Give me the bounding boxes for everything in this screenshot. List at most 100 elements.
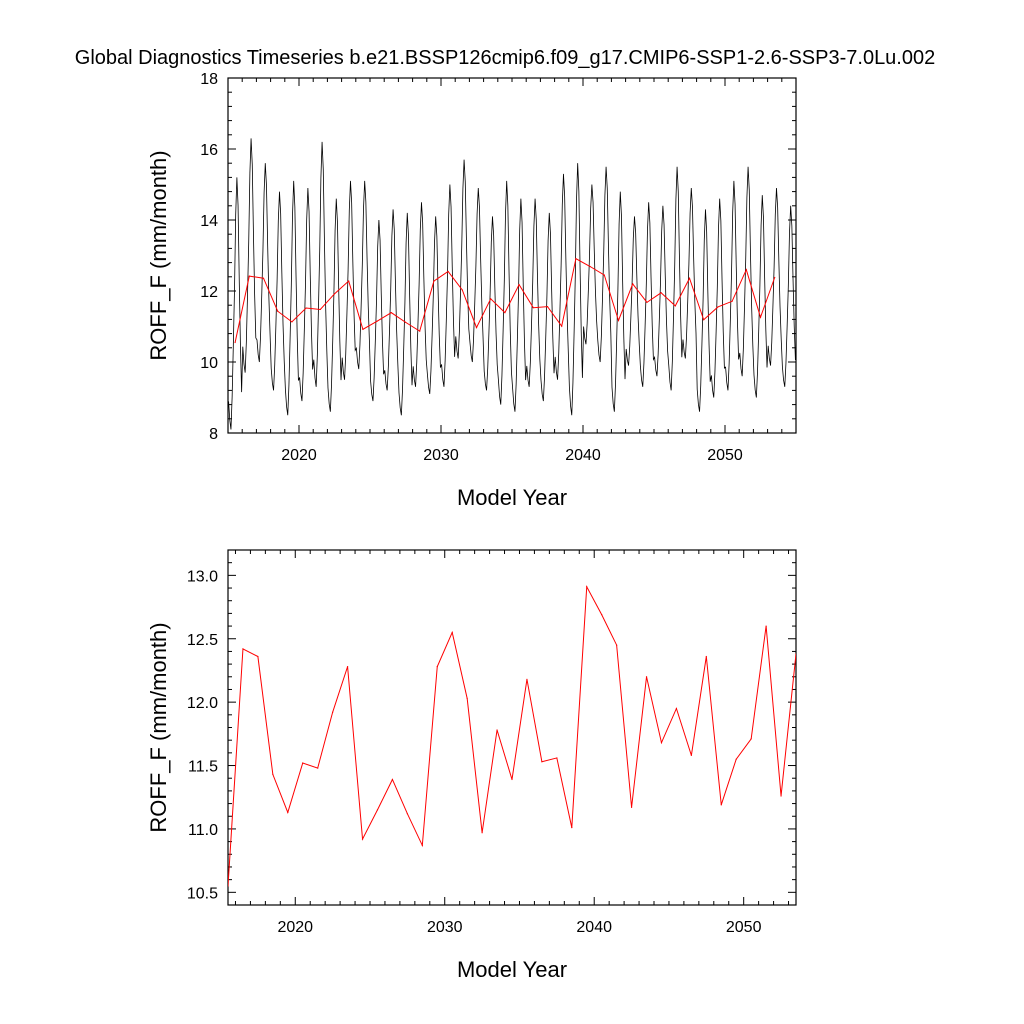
data-point-annual [305, 307, 307, 309]
data-point-annual [750, 738, 752, 740]
timeseries-panel-monthly: 2020 2030 2040 2050 8 10 12 14 16 18 Model Year ROF… [146, 71, 797, 510]
data-point-annual [447, 270, 449, 273]
main-title: Global Diagnostics Timeseries b.e21.BSSP… [75, 47, 935, 69]
data-point-annual [731, 300, 733, 302]
data-point-annual [481, 832, 483, 834]
data-point-annual [242, 648, 244, 650]
data-point-annual [248, 275, 250, 277]
x-axis-title: Model Year [457, 957, 567, 982]
data-point-annual [745, 269, 747, 271]
y-tick-label: 13.0 [187, 568, 218, 585]
data-point-annual [526, 678, 528, 680]
data-point-annual [421, 844, 423, 847]
data-point-annual [361, 838, 364, 840]
data-point-annual [376, 809, 379, 811]
y-tick-label: 10 [200, 355, 218, 372]
data-point-annual [690, 754, 692, 756]
data-point-annual [496, 729, 498, 731]
x-tick-label: 2040 [565, 447, 601, 464]
data-point-annual [406, 813, 408, 815]
data-point-annual [466, 697, 468, 699]
data-point-annual [348, 280, 350, 282]
data-point-annual [332, 711, 334, 713]
data-point-annual [589, 265, 591, 268]
series-line-monthly [228, 138, 796, 430]
data-point-annual [319, 308, 321, 311]
data-point-annual [660, 742, 663, 744]
data-point-annual [546, 306, 549, 308]
data-point-annual [674, 305, 676, 307]
data-point-annual [556, 757, 558, 759]
data-point-annual [391, 778, 394, 781]
data-point-annual [705, 655, 707, 658]
data-point-annual [433, 280, 435, 282]
data-point-annual [376, 320, 378, 322]
data-point-annual [759, 316, 762, 318]
data-point-annual [262, 277, 265, 279]
y-tick-label: 18 [200, 71, 218, 88]
data-point-annual [717, 306, 719, 308]
data-point-annual [688, 277, 691, 279]
data-point-annual [532, 307, 534, 309]
data-point-annual [735, 758, 737, 760]
data-point-annual [490, 298, 492, 300]
data-point-annual [287, 811, 289, 814]
data-point-annual [795, 653, 796, 655]
data-point-annual [257, 655, 259, 658]
data-point-annual [461, 289, 463, 291]
data-point-annual [511, 778, 513, 781]
series-group [228, 584, 796, 887]
data-point-annual [291, 321, 293, 323]
data-point-annual [277, 310, 279, 312]
x-tick-label: 2040 [576, 919, 612, 936]
data-point-annual [603, 274, 605, 276]
data-point-annual [333, 293, 336, 295]
data-point-annual [720, 804, 722, 806]
data-point-annual [575, 258, 577, 260]
x-tick-label: 2030 [427, 919, 463, 936]
data-point-annual [765, 625, 767, 627]
data-point-annual [675, 707, 678, 710]
data-point-annual [317, 767, 319, 769]
data-point-annual [272, 773, 274, 776]
data-point-annual [475, 326, 478, 329]
data-point-annual [646, 301, 648, 303]
y-tick-label: 11.0 [188, 822, 218, 839]
data-point-annual [616, 644, 618, 646]
data-point-annual [632, 283, 634, 285]
timeseries-panel-annual: 2020 2030 2040 2050 10.5 11.0 11.5 12.0 12.5 13.0… [146, 549, 797, 982]
data-point-annual [586, 586, 588, 588]
series-line-annual [228, 584, 796, 887]
data-point-annual [780, 795, 782, 797]
data-point-annual [601, 614, 603, 616]
data-point-annual [561, 325, 563, 327]
y-tick-label: 11.5 [188, 759, 218, 776]
plot-frame [227, 549, 797, 906]
x-tick-label: 2020 [277, 919, 313, 936]
data-point-annual [518, 284, 520, 286]
data-point-annual [571, 827, 573, 829]
y-tick-label: 16 [200, 142, 218, 159]
data-point-annual [228, 885, 229, 887]
data-point-annual [362, 328, 364, 330]
series-group [228, 138, 796, 430]
data-point-annual [617, 319, 620, 322]
data-point-annual [302, 762, 304, 764]
x-axis-title: Model Year [457, 485, 567, 510]
y-tick-label: 10.5 [187, 885, 218, 902]
data-point-annual [436, 666, 438, 668]
y-tick-label: 12 [200, 284, 218, 301]
x-tick-label: 2050 [726, 919, 762, 936]
data-point-annual [390, 312, 392, 314]
y-tick-label: 8 [209, 426, 218, 443]
data-point-annual [630, 806, 633, 808]
x-tick-label: 2050 [707, 447, 743, 464]
data-point-annual [774, 276, 776, 279]
data-point-annual [404, 321, 407, 323]
y-tick-label: 14 [200, 213, 218, 230]
data-point-annual [346, 666, 349, 668]
y-tick-label: 12.5 [187, 632, 218, 649]
x-tick-label: 2020 [281, 447, 317, 464]
data-point-annual [451, 631, 453, 634]
